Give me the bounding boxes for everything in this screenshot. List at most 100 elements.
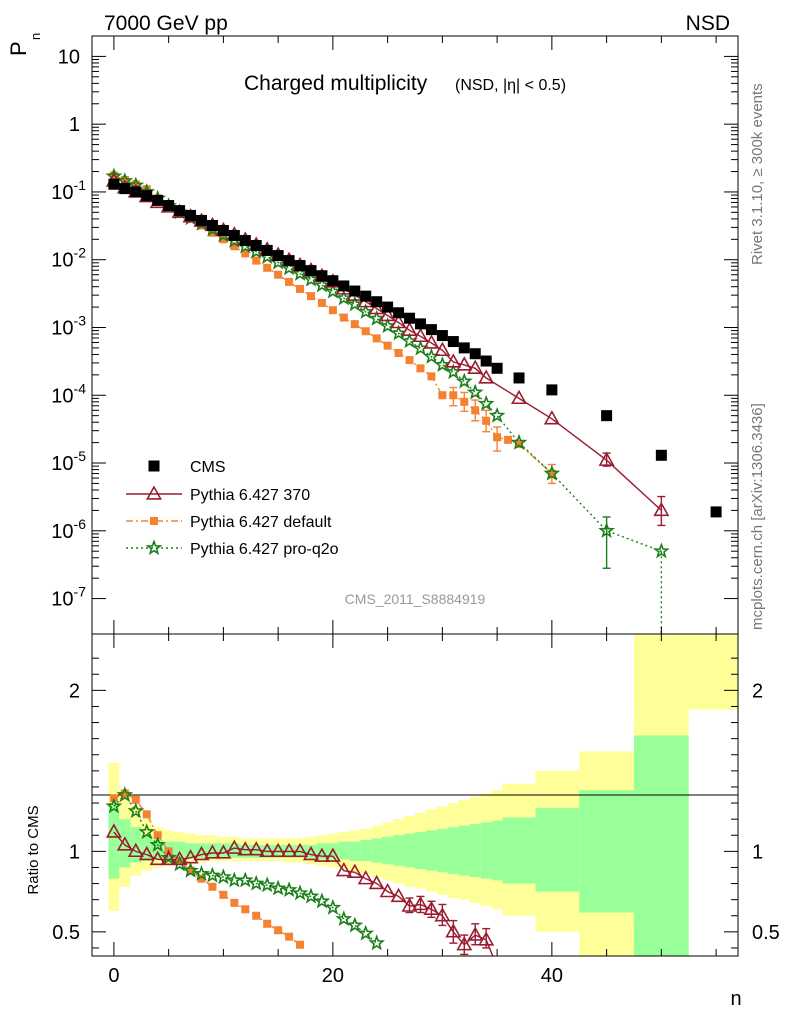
main-y-tick-label: 10-5 bbox=[51, 448, 86, 475]
main-y-ticks: 10 1 10-1 10-2 10-3 10-4 10-5 10-6 10-7 bbox=[51, 35, 738, 611]
ratio-y-tick-label: 2 bbox=[69, 680, 80, 702]
ratio-point-370 bbox=[149, 850, 166, 866]
ratio-point-q2o bbox=[215, 868, 232, 885]
ratio-y-tick-label: 1 bbox=[69, 841, 80, 863]
point-370 bbox=[390, 313, 407, 329]
ratio-marks bbox=[105, 786, 495, 957]
point-q2o bbox=[357, 303, 375, 319]
point-cms bbox=[447, 336, 459, 348]
ratio-point-default bbox=[285, 932, 294, 941]
point-q2o bbox=[291, 265, 309, 281]
ratio-point-370 bbox=[357, 870, 374, 885]
legend-marker-q2o bbox=[145, 539, 163, 556]
point-cms bbox=[174, 205, 186, 217]
point-default bbox=[405, 356, 414, 365]
ratio-point-default bbox=[252, 911, 261, 920]
ratio-band-inner bbox=[458, 825, 470, 876]
ratio-band-inner bbox=[404, 833, 415, 868]
ratio-band-inner bbox=[633, 735, 689, 956]
point-default bbox=[493, 433, 502, 442]
ratio-point-default bbox=[197, 874, 206, 883]
main-y-tick-label: 1 bbox=[69, 114, 80, 136]
ratio-band-inner bbox=[250, 844, 262, 858]
point-370 bbox=[511, 389, 528, 405]
header-right: NSD bbox=[686, 12, 730, 35]
main-y-tick-label: 10-4 bbox=[51, 380, 86, 407]
ratio-point-370 bbox=[182, 849, 199, 864]
legend-label: Pythia 6.427 default bbox=[190, 514, 332, 531]
point-q2o bbox=[335, 289, 353, 306]
ratio-point-default bbox=[263, 919, 272, 928]
ratio-band-inner bbox=[152, 840, 164, 860]
x-tick-label: 40 bbox=[541, 965, 563, 987]
ratio-point-default bbox=[274, 926, 283, 935]
ratio-y-tick-label-right: 0.5 bbox=[752, 922, 780, 944]
point-default bbox=[416, 364, 425, 373]
point-370 bbox=[379, 306, 396, 322]
point-370 bbox=[478, 369, 495, 384]
point-cms bbox=[185, 209, 197, 221]
svg-text:P: P bbox=[6, 41, 31, 56]
ratio-point-370 bbox=[138, 845, 155, 861]
ratio-point-q2o bbox=[357, 924, 375, 941]
point-cms bbox=[436, 330, 448, 342]
ratio-band-inner bbox=[393, 835, 405, 866]
ratio-y-tick-label-right: 1 bbox=[752, 841, 763, 863]
ratio-band-inner bbox=[447, 827, 459, 874]
ratio-point-370 bbox=[248, 841, 265, 856]
ratio-band-inner bbox=[349, 841, 361, 862]
point-default bbox=[350, 320, 359, 329]
ratio-point-q2o bbox=[291, 884, 309, 901]
ratio-band-inner bbox=[502, 817, 536, 884]
point-370 bbox=[456, 356, 473, 371]
point-cms bbox=[601, 410, 613, 422]
ratio-point-370 bbox=[204, 844, 221, 859]
point-cms bbox=[710, 506, 722, 518]
point-cms bbox=[425, 324, 437, 336]
point-cms bbox=[393, 307, 405, 319]
point-370 bbox=[653, 501, 670, 517]
ratio-band-inner bbox=[415, 832, 426, 870]
main-title: Charged multiplicity bbox=[244, 72, 428, 95]
ratio-point-q2o bbox=[302, 887, 320, 904]
point-cms bbox=[360, 290, 372, 302]
ratio-point-q2o bbox=[247, 874, 265, 891]
x-tick-label: 20 bbox=[322, 965, 344, 987]
point-default bbox=[427, 372, 436, 381]
ratio-point-q2o bbox=[280, 881, 298, 898]
point-default bbox=[383, 341, 392, 350]
ratio-point-q2o bbox=[346, 916, 364, 933]
point-cms bbox=[119, 183, 131, 195]
ratio-point-default bbox=[142, 810, 151, 819]
point-default bbox=[361, 327, 370, 336]
point-default bbox=[547, 469, 556, 478]
side-label-mcplots: mcplots.cern.ch [arXiv:1306.3436] bbox=[749, 403, 766, 630]
ratio-point-370 bbox=[434, 907, 451, 922]
point-cms bbox=[480, 355, 492, 367]
ratio-point-370 bbox=[423, 900, 440, 916]
ratio-point-q2o bbox=[313, 892, 331, 909]
point-default bbox=[219, 235, 228, 244]
point-cms bbox=[108, 178, 120, 190]
ratio-point-370 bbox=[412, 895, 429, 911]
point-default bbox=[263, 263, 272, 272]
ratio-point-q2o bbox=[105, 797, 123, 814]
ratio-point-default bbox=[153, 831, 162, 840]
ratio-point-q2o bbox=[193, 865, 210, 881]
point-default bbox=[306, 292, 315, 301]
point-cms bbox=[250, 240, 262, 252]
ratio-band-inner bbox=[239, 844, 251, 858]
ratio-point-370 bbox=[116, 836, 133, 851]
main-subtitle: (NSD, |η| < 0.5) bbox=[455, 77, 566, 94]
ratio-band-inner bbox=[108, 803, 120, 879]
ratio-band-inner bbox=[206, 843, 218, 858]
ratio-point-370 bbox=[445, 923, 462, 938]
point-cms bbox=[371, 296, 383, 308]
ratio-point-default bbox=[186, 866, 195, 875]
point-cms bbox=[141, 190, 153, 202]
ratio-point-370 bbox=[193, 845, 210, 861]
point-default bbox=[230, 242, 239, 251]
point-default bbox=[504, 435, 513, 444]
ratio-point-370 bbox=[237, 841, 254, 856]
